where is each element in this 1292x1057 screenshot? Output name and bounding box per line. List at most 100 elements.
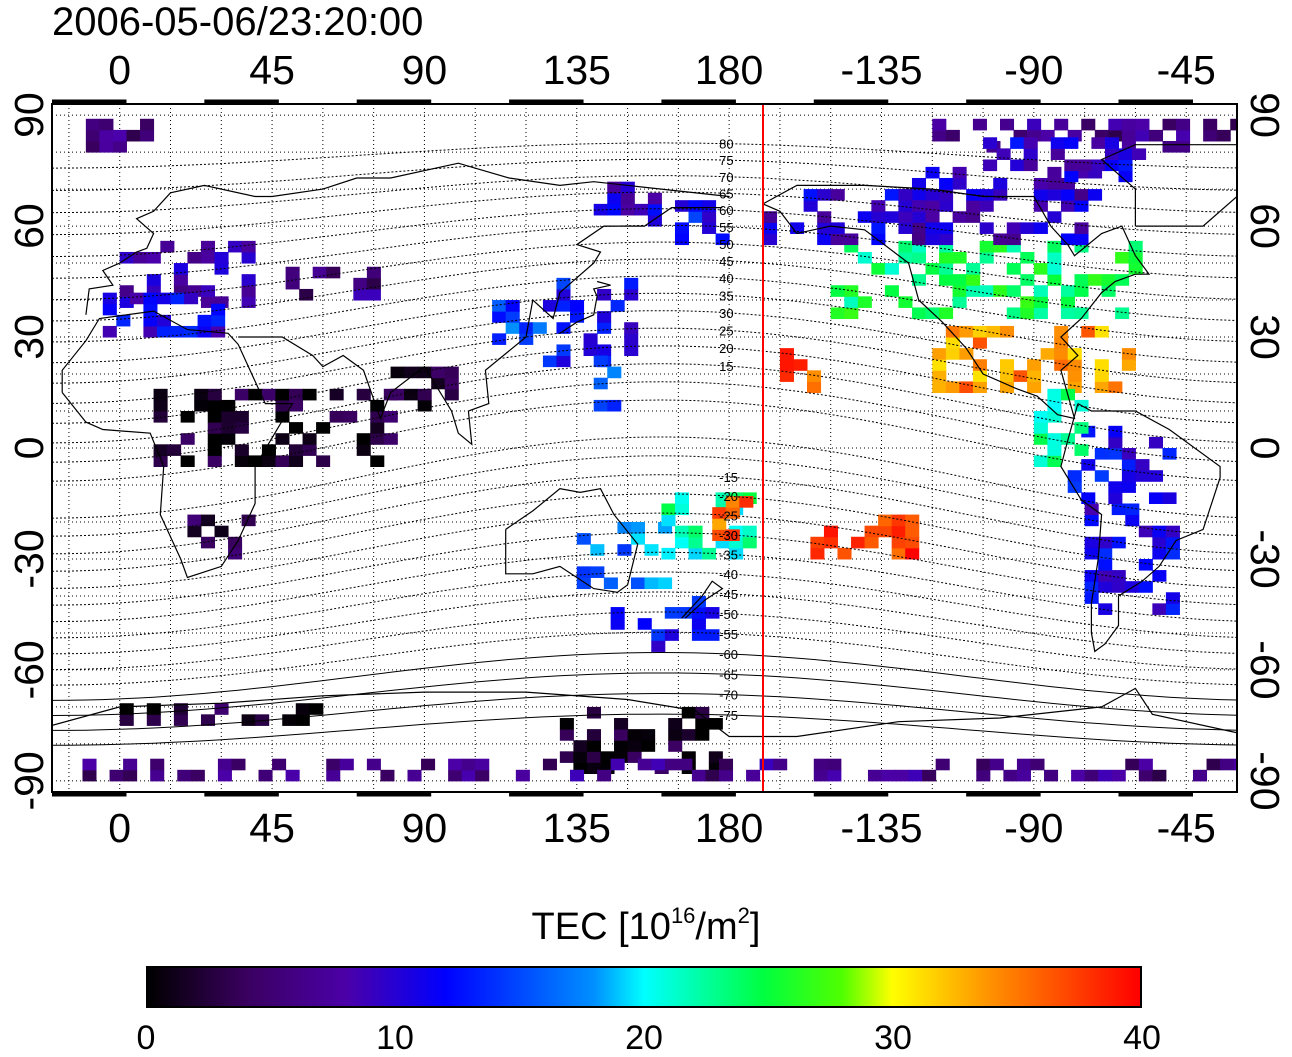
tec-cell — [586, 762, 601, 775]
contour-label: 20 — [719, 341, 733, 356]
tec-cell — [417, 399, 432, 412]
tec-cell — [258, 769, 273, 782]
tec-cell — [857, 296, 872, 308]
tec-cell — [1108, 129, 1123, 142]
tec-cell — [983, 159, 998, 172]
y-tick-label-right: -30 — [1242, 529, 1288, 588]
tec-cell — [1233, 758, 1237, 771]
tec-cell — [1138, 769, 1153, 782]
tec-cell — [102, 303, 117, 316]
tec-cell — [1148, 129, 1164, 142]
tec-cell — [1192, 769, 1208, 782]
tec-cell — [194, 399, 209, 412]
tec-cell — [966, 285, 981, 297]
tec-cell — [1047, 274, 1062, 286]
tec-cell — [983, 137, 998, 149]
tec-cell — [817, 189, 832, 201]
tec-cell — [911, 177, 927, 190]
tec-cell — [614, 740, 629, 752]
tec-cell — [844, 240, 859, 253]
tec-cell — [712, 507, 727, 519]
tec-cell — [1135, 129, 1150, 142]
tec-cell — [1027, 381, 1042, 394]
tec-cell — [708, 718, 723, 730]
tec-cell — [221, 411, 236, 423]
tec-cell — [590, 544, 605, 556]
tec-cell — [668, 740, 683, 752]
tec-cell — [515, 769, 530, 782]
tec-cell — [979, 240, 994, 253]
tec-cell — [1098, 581, 1113, 593]
tec-cell — [644, 577, 659, 590]
tec-cell — [1148, 492, 1164, 504]
tec-cell — [878, 514, 893, 527]
tec-cell — [140, 129, 155, 142]
contour-line — [52, 551, 1237, 623]
tec-cell — [187, 525, 202, 538]
colorbar-tick-label: 30 — [874, 1019, 912, 1057]
tec-cell — [1216, 129, 1231, 142]
tec-cell — [759, 758, 774, 771]
tec-cell — [1006, 307, 1021, 320]
contour-label: -25 — [719, 508, 738, 523]
contour-line — [52, 713, 1237, 746]
tec-cell — [827, 758, 842, 771]
tec-cell — [143, 325, 158, 338]
x-tick-label-bottom: 90 — [402, 805, 448, 851]
tec-cell — [827, 769, 842, 782]
tec-cell — [184, 325, 199, 338]
tec-cell — [1010, 137, 1025, 149]
tec-cell — [993, 233, 1008, 246]
tec-cell — [952, 285, 967, 297]
x-axis-bottom-labels: 0 45 90 135 180 -135 -90 -45 — [108, 805, 1216, 851]
contour-label: 50 — [719, 237, 733, 252]
tec-cell — [1152, 570, 1167, 582]
tec-cell — [674, 200, 690, 212]
tec-cell — [630, 533, 645, 545]
tec-cell — [370, 422, 385, 434]
tec-cell — [1074, 189, 1089, 201]
tec-cell — [691, 618, 706, 630]
tec-cell — [448, 758, 463, 771]
tec-cell — [299, 288, 314, 301]
tec-cell — [461, 758, 476, 771]
tec-cell — [1060, 233, 1075, 246]
tec-cell — [1050, 148, 1065, 160]
tec-cell — [1027, 359, 1042, 371]
tec-cell — [556, 344, 571, 357]
tec-cell — [715, 536, 730, 549]
tec-cell — [1047, 211, 1062, 223]
tec-cell — [217, 758, 232, 771]
tec-cell — [586, 706, 601, 719]
tec-cell — [647, 214, 662, 227]
tec-cell — [1165, 603, 1180, 615]
tec-cell — [1128, 240, 1143, 253]
tec-cell — [898, 240, 913, 253]
tec-cell — [289, 444, 304, 456]
tec-cell — [976, 769, 991, 782]
tec-cell — [1060, 296, 1075, 308]
tec-cell — [184, 292, 199, 305]
tec-cell — [207, 433, 222, 445]
tec-cell — [1074, 240, 1089, 253]
tec-cell — [1074, 274, 1089, 286]
tec-cell — [275, 433, 290, 445]
tec-cell — [431, 366, 446, 379]
tec-cell — [864, 525, 879, 538]
tec-cell — [146, 285, 161, 297]
y-axis-right-labels: 90 60 30 0 -30 -60 -90 — [1242, 92, 1288, 810]
tec-cell — [702, 222, 717, 234]
tec-cell — [1121, 140, 1136, 153]
tec-cell — [844, 307, 859, 320]
tec-cell — [664, 629, 679, 641]
contour-line — [52, 191, 1237, 236]
tec-cell — [600, 751, 615, 763]
tec-cell — [234, 411, 249, 423]
tec-cell — [952, 211, 967, 223]
coastline — [505, 488, 639, 593]
tec-cell — [911, 222, 927, 234]
tec-cell — [952, 274, 967, 286]
tec-cell — [1050, 137, 1065, 149]
contour-line — [52, 631, 1237, 686]
tec-cell — [607, 181, 622, 194]
